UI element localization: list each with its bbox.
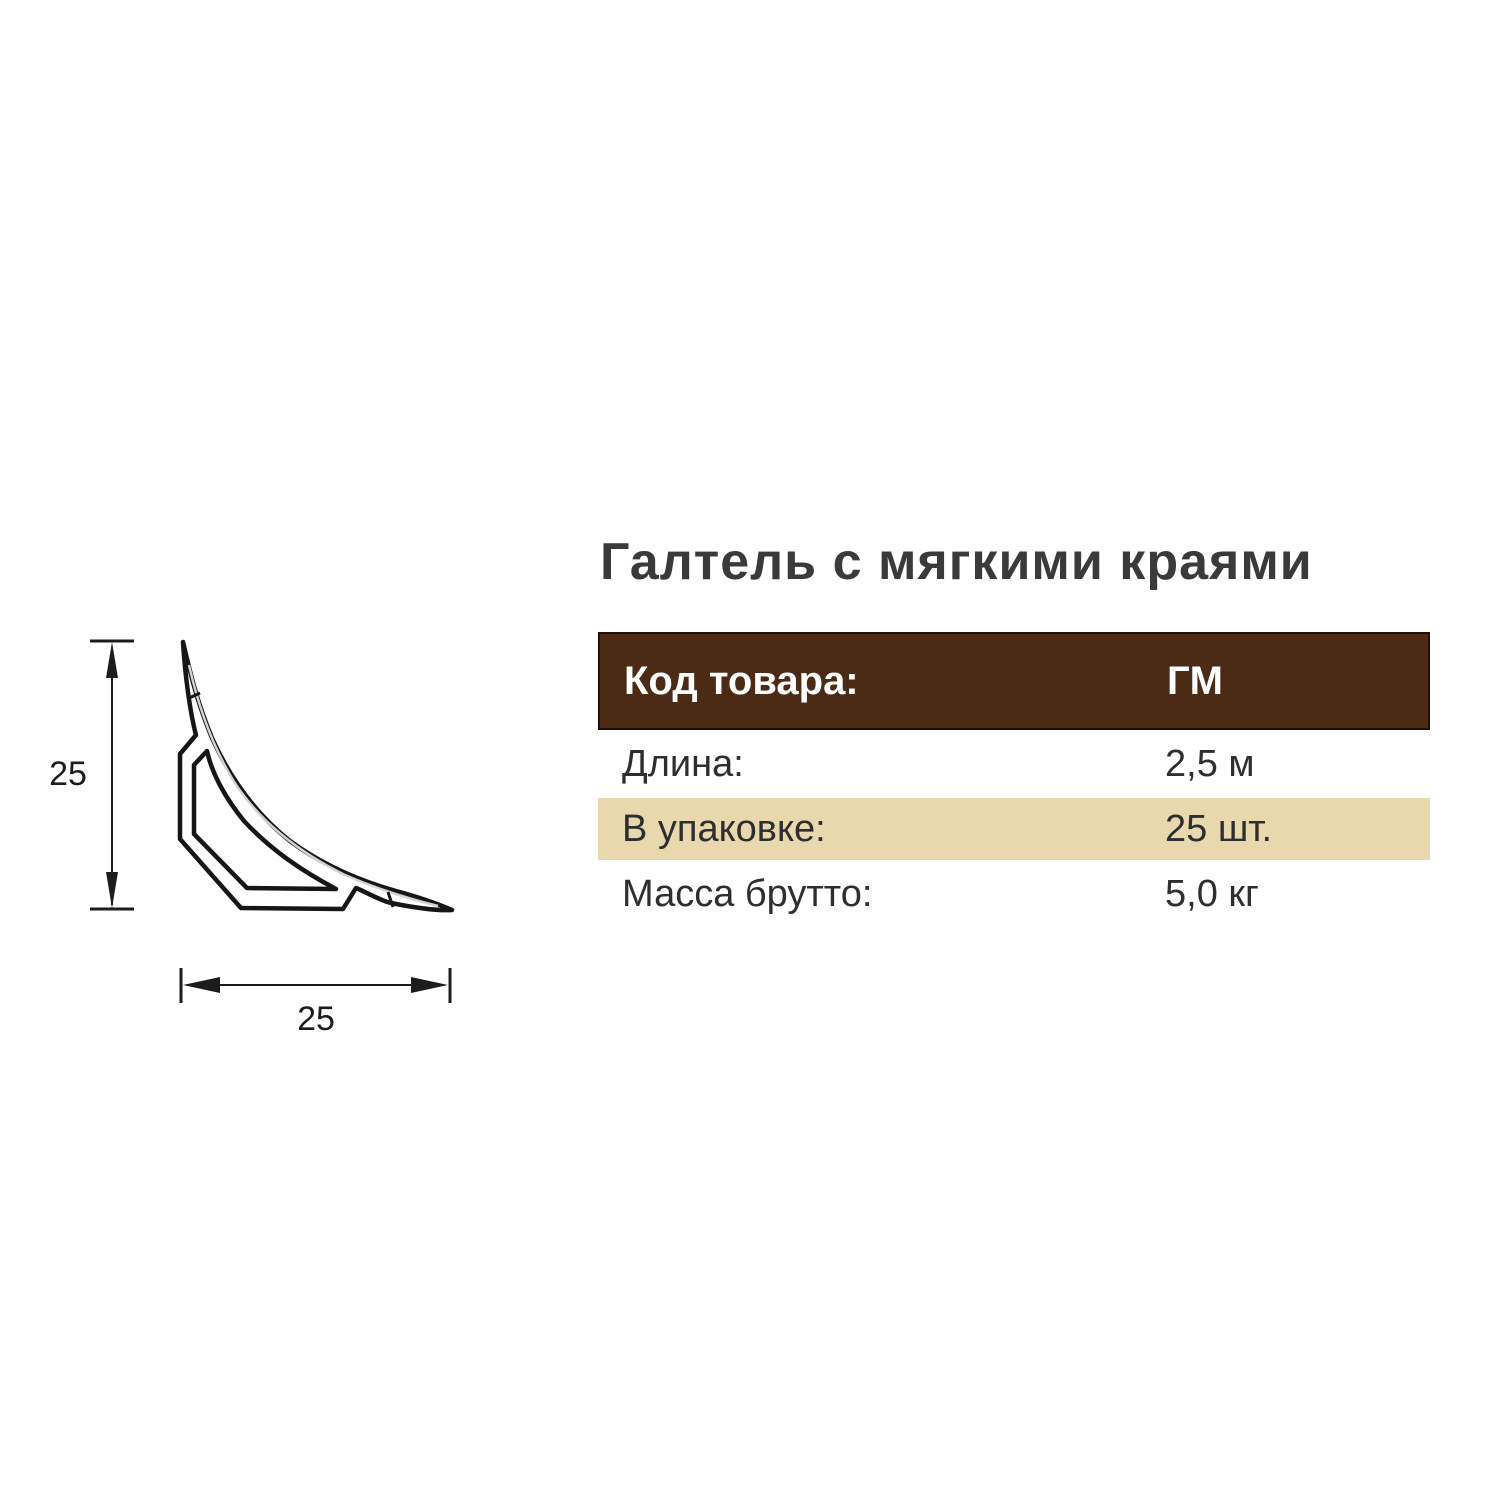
header-label: Код товара: [624, 658, 859, 703]
profile-cross-section-drawing: 25 25 [49, 639, 455, 1038]
profile-outline [177, 639, 455, 913]
technical-drawing: 25 25 [40, 620, 500, 1040]
table-row: В упаковке: 25 шт. [598, 798, 1430, 860]
header-value: ГМ [1167, 658, 1223, 703]
page-title: Галтель с мягкими краями [600, 533, 1313, 591]
product-info: Галтель с мягкими краями Код товара: ГМ … [598, 534, 1430, 928]
row-label: В упаковке: [622, 807, 826, 850]
tip-separator-bottom [386, 891, 395, 908]
band-shading [187, 664, 439, 908]
width-dimension-label: 25 [297, 1000, 335, 1038]
tip-separator-top [186, 691, 201, 701]
height-dimension: 25 [49, 639, 134, 911]
row-value: 25 шт. [1165, 807, 1273, 850]
width-dimension: 25 [179, 968, 452, 1038]
row-label: Масса брутто: [622, 872, 873, 915]
table-row: Длина: 2,5 м [598, 730, 1430, 798]
table-header-row: Код товара: ГМ [598, 632, 1430, 730]
spec-table: Код товара: ГМ Длина: 2,5 м В упаковке: … [598, 632, 1430, 928]
row-value: 5,0 кг [1165, 872, 1259, 915]
row-label: Длина: [622, 742, 744, 785]
table-row: Масса брутто: 5,0 кг [598, 860, 1430, 928]
height-dimension-label: 25 [49, 755, 87, 793]
row-value: 2,5 м [1165, 742, 1255, 785]
